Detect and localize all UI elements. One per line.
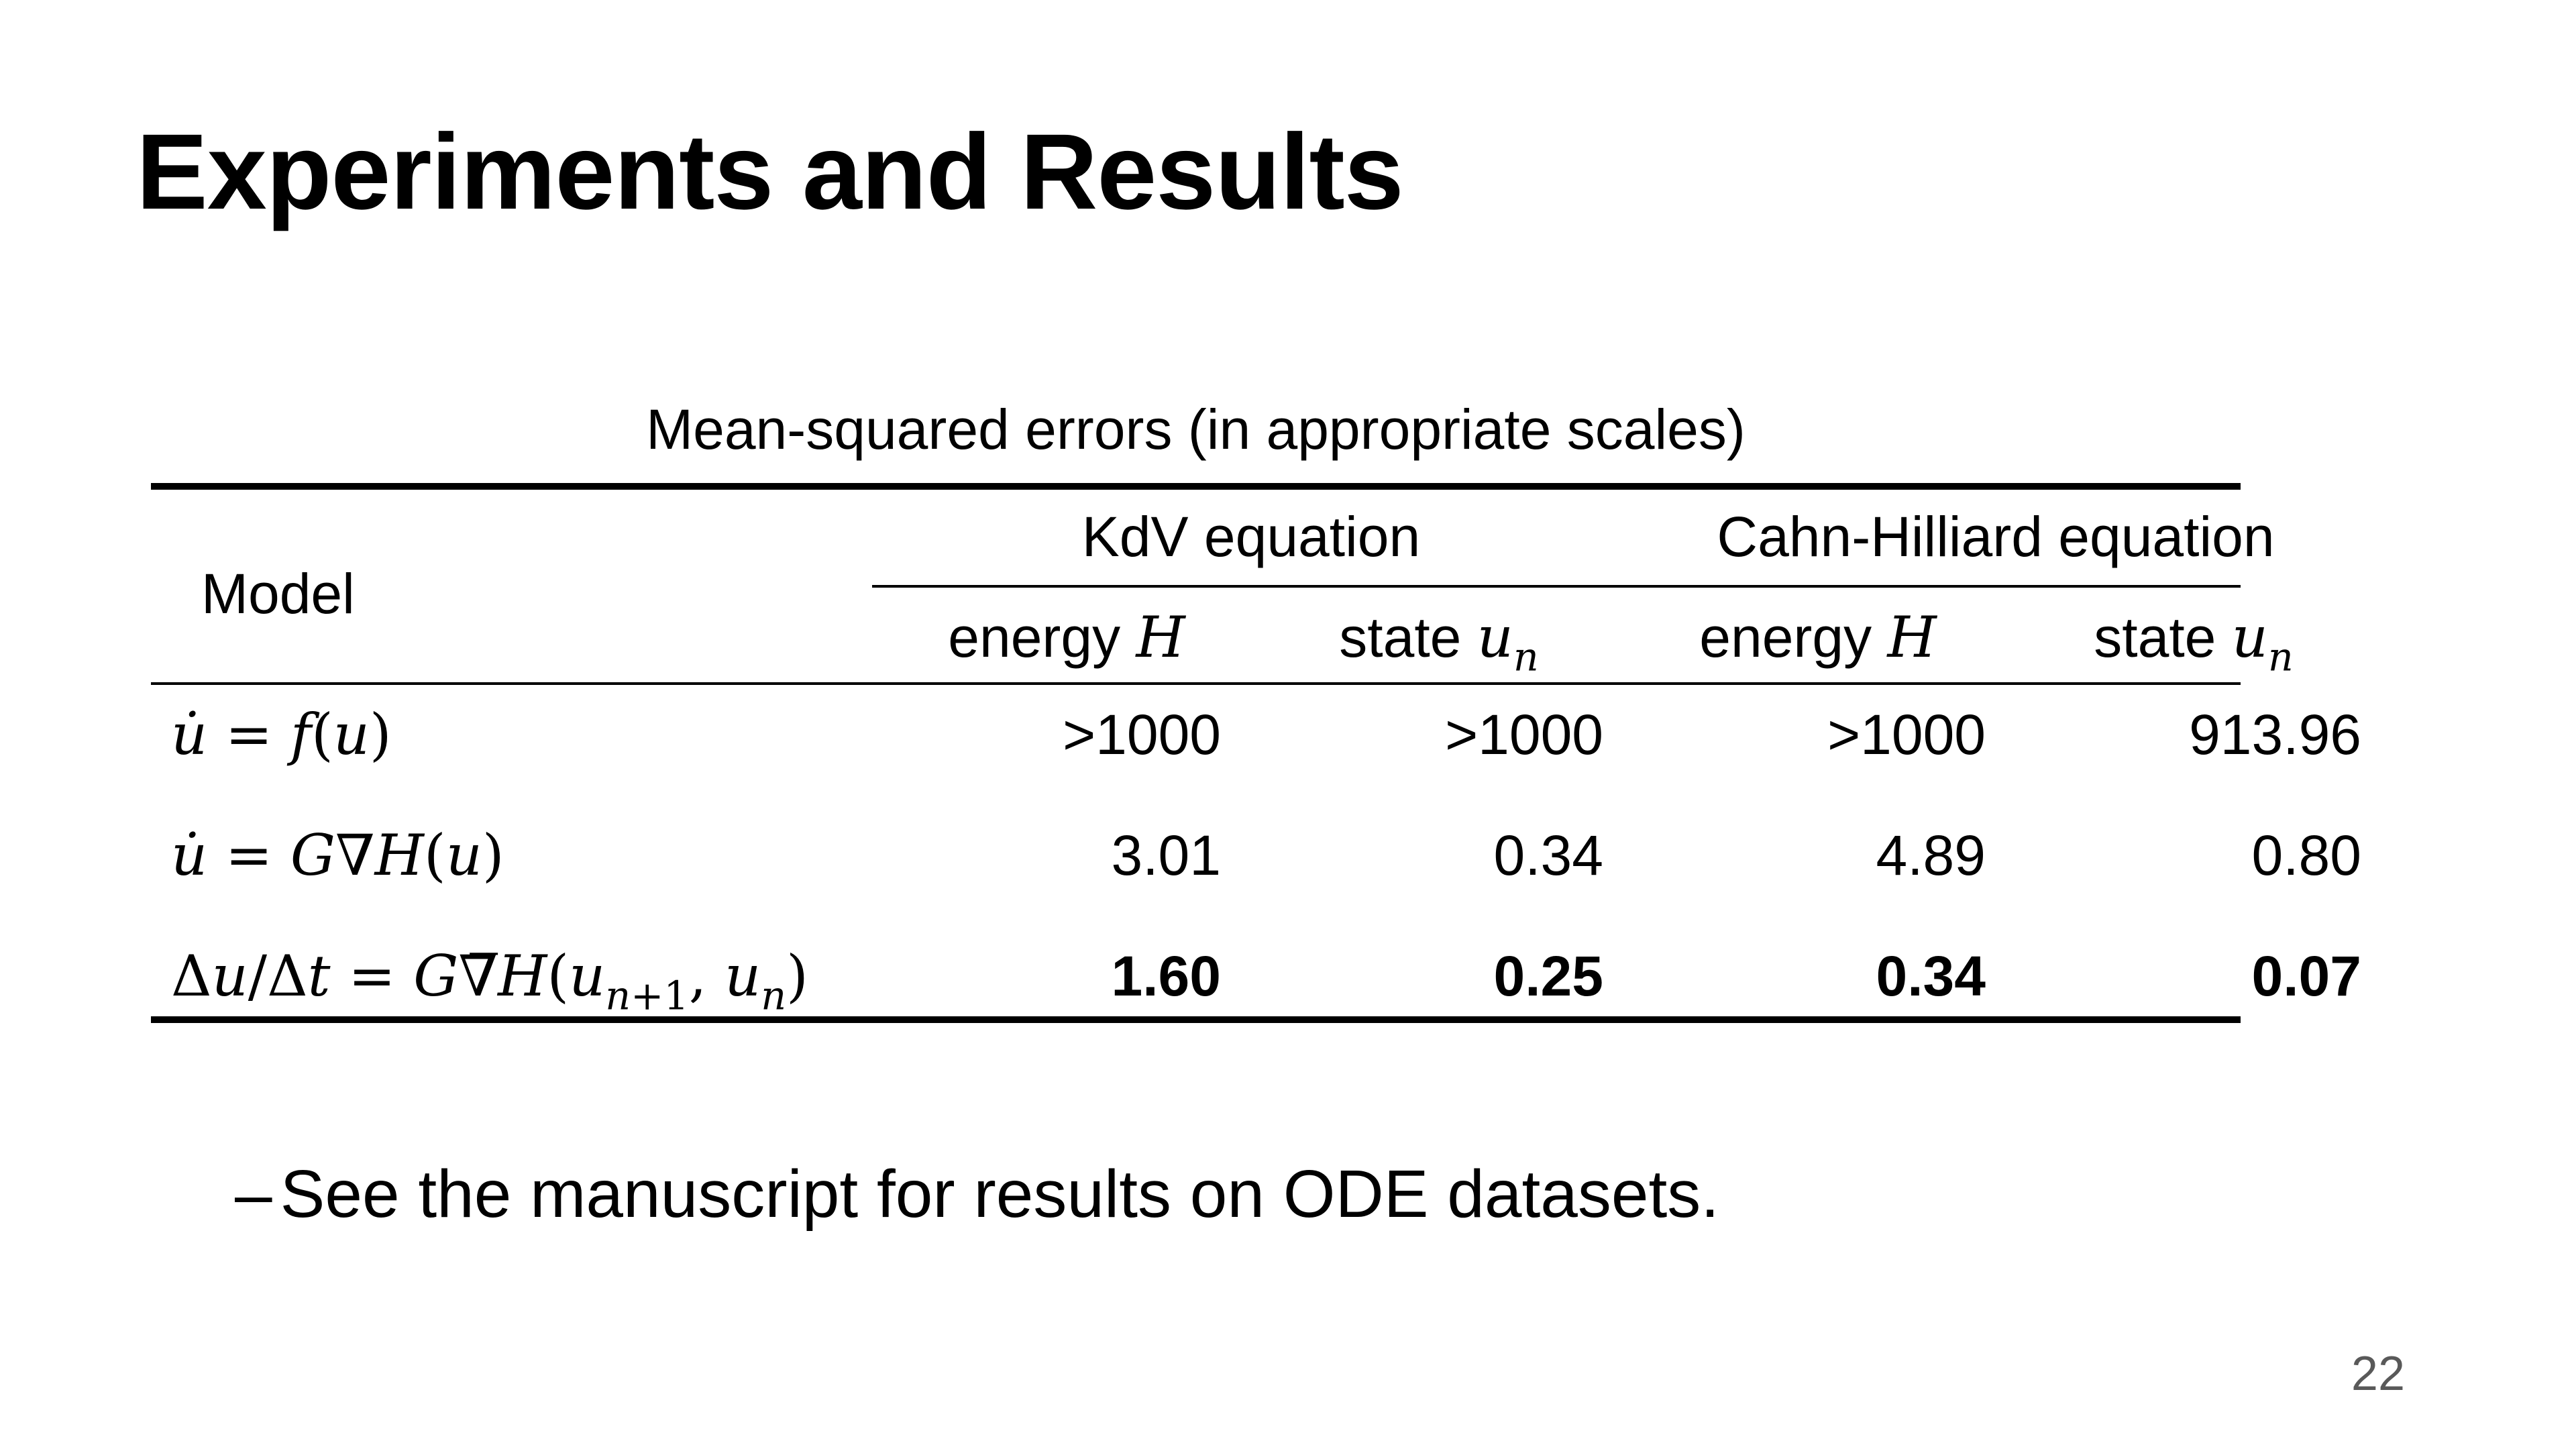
row-3-kdv-state: 0.25	[1493, 945, 1604, 1008]
energy-symbol: H	[1887, 604, 1937, 670]
row-2-ch-energy: 4.89	[1876, 824, 1986, 887]
bullet-dash: –	[235, 1157, 272, 1232]
table-top-rule	[151, 483, 2241, 490]
header-kdv-energy: energy H	[885, 604, 1248, 672]
header-ch-state: state un	[2006, 604, 2381, 680]
row-1-kdv-state: >1000	[1445, 703, 1603, 766]
row-1-ch-energy: >1000	[1827, 703, 1986, 766]
header-ch-energy: energy H	[1637, 604, 1999, 672]
row-1-ch-state: 913.96	[2189, 703, 2361, 766]
row-2-ch-state: 0.80	[2251, 824, 2362, 887]
state-symbol: un	[1477, 604, 1539, 680]
row-3-kdv-energy: 1.60	[1111, 945, 1222, 1008]
header-model: Model	[201, 562, 355, 625]
page-number: 22	[2351, 1347, 2405, 1401]
energy-label: energy	[1699, 606, 1872, 669]
header-bottom-rule	[151, 682, 2241, 685]
row-3-ch-state: 0.07	[2251, 945, 2362, 1008]
row-3-ch-energy: 0.34	[1876, 945, 1986, 1008]
slide-title: Experiments and Results	[136, 111, 1404, 231]
group-header-rule	[872, 585, 2241, 588]
state-label: state	[1339, 606, 1462, 669]
row-1-kdv-energy: >1000	[1063, 703, 1221, 766]
row-2-kdv-state: 0.34	[1493, 824, 1604, 887]
header-cahn-hilliard-equation: Cahn-Hilliard equation	[1717, 505, 2275, 568]
energy-label: energy	[948, 606, 1121, 669]
header-kdv-state: state un	[1261, 604, 1617, 680]
energy-symbol: H	[1136, 604, 1185, 670]
state-symbol: un	[2231, 604, 2294, 680]
header-kdv-equation: KdV equation	[1081, 505, 1421, 568]
state-label: state	[2094, 606, 2216, 669]
row-2-kdv-energy: 3.01	[1111, 824, 1222, 887]
bullet-text: See the manuscript for results on ODE da…	[280, 1157, 1720, 1232]
row-3-model: Δu/Δt = G∇̅H(un+1, un)	[171, 943, 808, 1019]
row-2-model: u̇ = G∇H(u)	[171, 822, 504, 888]
row-1-model: u̇ = f(u)	[171, 702, 392, 767]
table-caption: Mean-squared errors (in appropriate scal…	[646, 398, 1746, 461]
bullet-item: – See the manuscript for results on ODE d…	[235, 1154, 1719, 1234]
table-bottom-rule	[151, 1016, 2241, 1023]
